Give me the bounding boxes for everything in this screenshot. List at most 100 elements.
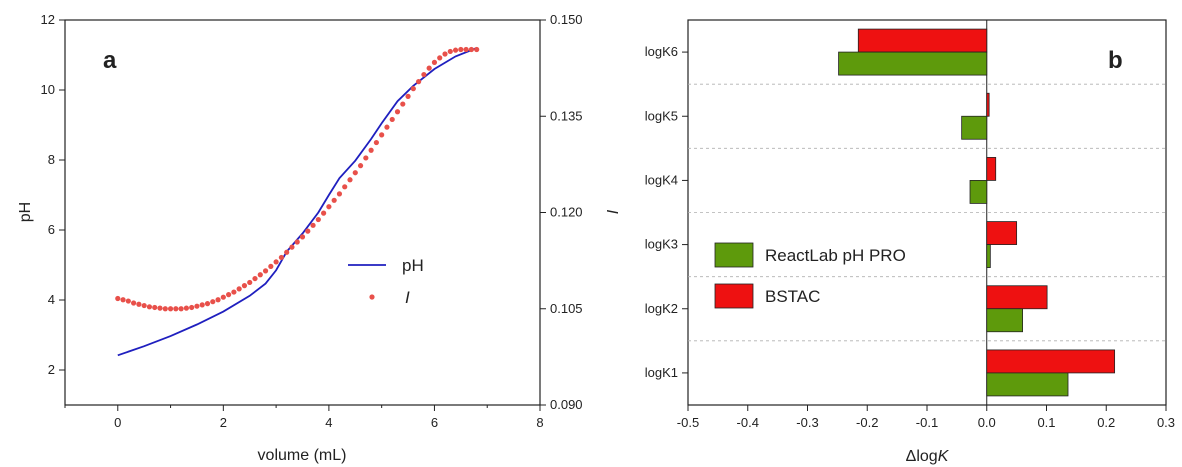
data-point-i	[210, 299, 216, 305]
data-point-i	[389, 116, 395, 123]
x-tick-label-a: 4	[325, 415, 332, 430]
legend-swatch-i	[369, 294, 375, 300]
category-label-b: logK6	[645, 44, 678, 59]
data-point-i	[336, 191, 343, 197]
category-label-b: logK1	[645, 365, 678, 380]
data-point-i	[400, 101, 406, 107]
data-point-i	[220, 294, 226, 300]
bar-reactlab	[986, 308, 1023, 333]
data-point-i	[226, 292, 232, 298]
y-tick-label-a: 12	[41, 12, 55, 27]
data-point-i	[289, 244, 295, 250]
data-point-i	[447, 48, 453, 55]
ticks-b: -0.5 -0.4 -0.3 -0.2 -0.1 0.0 0.1 0.2 0.3 logK1 log…	[645, 44, 1175, 430]
y-tick-label-a: 2	[48, 362, 55, 377]
y2-tick-label-a: 0.150	[550, 12, 583, 27]
y-tick-label-a: 6	[48, 222, 55, 237]
series-a	[115, 46, 480, 357]
data-point-i	[194, 303, 200, 309]
bar-bstac	[986, 285, 1048, 310]
panel-label-a: a	[103, 47, 117, 74]
bar-reactlab	[838, 51, 988, 76]
data-point-i	[173, 306, 179, 312]
bar-bstac	[857, 28, 988, 53]
ticks-a: 0 2 4 6 8 2 4 6 8 10 12 0.090 0.105 0.120 0.135 0.150	[41, 12, 583, 430]
category-label-b: logK4	[645, 172, 678, 187]
data-point-i	[458, 46, 464, 53]
data-point-i	[241, 283, 248, 289]
data-point-i	[189, 304, 195, 311]
x-tick-label-b: 0.1	[1037, 415, 1055, 430]
data-point-i	[231, 289, 237, 295]
data-point-i	[257, 272, 263, 278]
x-tick-label-b: -0.2	[856, 415, 878, 430]
category-label-b: logK5	[645, 108, 678, 123]
x-tick-label-a: 6	[431, 415, 438, 430]
data-point-i	[342, 184, 348, 190]
legend-swatch-reactlab	[714, 242, 754, 268]
data-point-i	[247, 279, 253, 286]
y2-tick-label-a: 0.135	[550, 108, 583, 123]
data-point-i	[141, 302, 147, 309]
y-tick-label-a: 4	[48, 292, 55, 307]
x-tick-label-b: -0.5	[677, 415, 699, 430]
bar-reactlab	[969, 180, 988, 204]
data-point-i	[146, 304, 153, 310]
x-tick-label-b: 0.2	[1097, 415, 1115, 430]
x-tick-label-b: -0.1	[916, 415, 938, 430]
data-point-i	[468, 46, 474, 53]
data-point-i	[152, 304, 158, 311]
series-line-ph	[117, 47, 478, 357]
data-point-i	[431, 59, 438, 65]
legend-b: ReactLab pH PRO BSTAC	[714, 242, 906, 309]
data-point-i	[204, 301, 211, 307]
chart-panel-a: 0 2 4 6 8 2 4 6 8 10 12 0.090 0.105 0.120 0.135 0.150 a…	[17, 12, 622, 464]
data-point-i	[278, 254, 284, 261]
data-point-i	[357, 163, 364, 169]
bar-bstac	[986, 349, 1116, 374]
data-point-i	[331, 197, 337, 203]
data-point-i	[315, 216, 321, 223]
bar-reactlab	[986, 372, 1069, 397]
data-point-i	[426, 65, 432, 71]
x-tick-label-a: 0	[114, 415, 121, 430]
legend-label-reactlab: ReactLab pH PRO	[765, 246, 906, 265]
bar-reactlab	[961, 115, 988, 140]
x-axis-title-b-delta: Δlog	[906, 448, 938, 465]
data-point-i	[452, 47, 459, 53]
data-point-i	[474, 46, 480, 53]
data-point-i	[294, 239, 300, 245]
data-point-i	[284, 249, 290, 255]
data-point-i	[215, 297, 221, 303]
x-tick-label-b: 0.3	[1157, 415, 1175, 430]
data-point-i	[236, 286, 242, 292]
x-tick-label-b: -0.4	[737, 415, 759, 430]
grid-b	[688, 20, 1166, 405]
y2-tick-label-a: 0.090	[550, 397, 583, 412]
data-point-i	[442, 51, 448, 57]
x-tick-label-b: 0.0	[978, 415, 996, 430]
data-point-i	[416, 79, 422, 85]
data-point-i	[321, 210, 327, 216]
data-point-i	[410, 86, 416, 92]
y-axis-title-a: pH	[17, 202, 34, 222]
data-point-i	[199, 302, 205, 308]
data-point-i	[167, 306, 174, 312]
data-point-i	[384, 124, 390, 130]
data-point-i	[157, 305, 163, 311]
x-axis-title-b: ΔlogK	[906, 448, 950, 465]
y2-axis-title-a: I	[605, 209, 622, 214]
bars-b	[838, 28, 1116, 397]
data-point-i	[162, 306, 168, 312]
data-point-i	[178, 306, 184, 312]
y-tick-label-a: 8	[48, 152, 55, 167]
x-axis-title-a: volume (mL)	[258, 447, 347, 464]
legend-label-ph: pH	[402, 256, 424, 275]
data-point-i	[437, 55, 443, 61]
data-point-i	[421, 71, 427, 78]
data-point-i	[183, 305, 189, 311]
x-tick-label-a: 8	[536, 415, 543, 430]
category-label-b: logK2	[645, 301, 678, 316]
data-point-i	[252, 275, 258, 282]
